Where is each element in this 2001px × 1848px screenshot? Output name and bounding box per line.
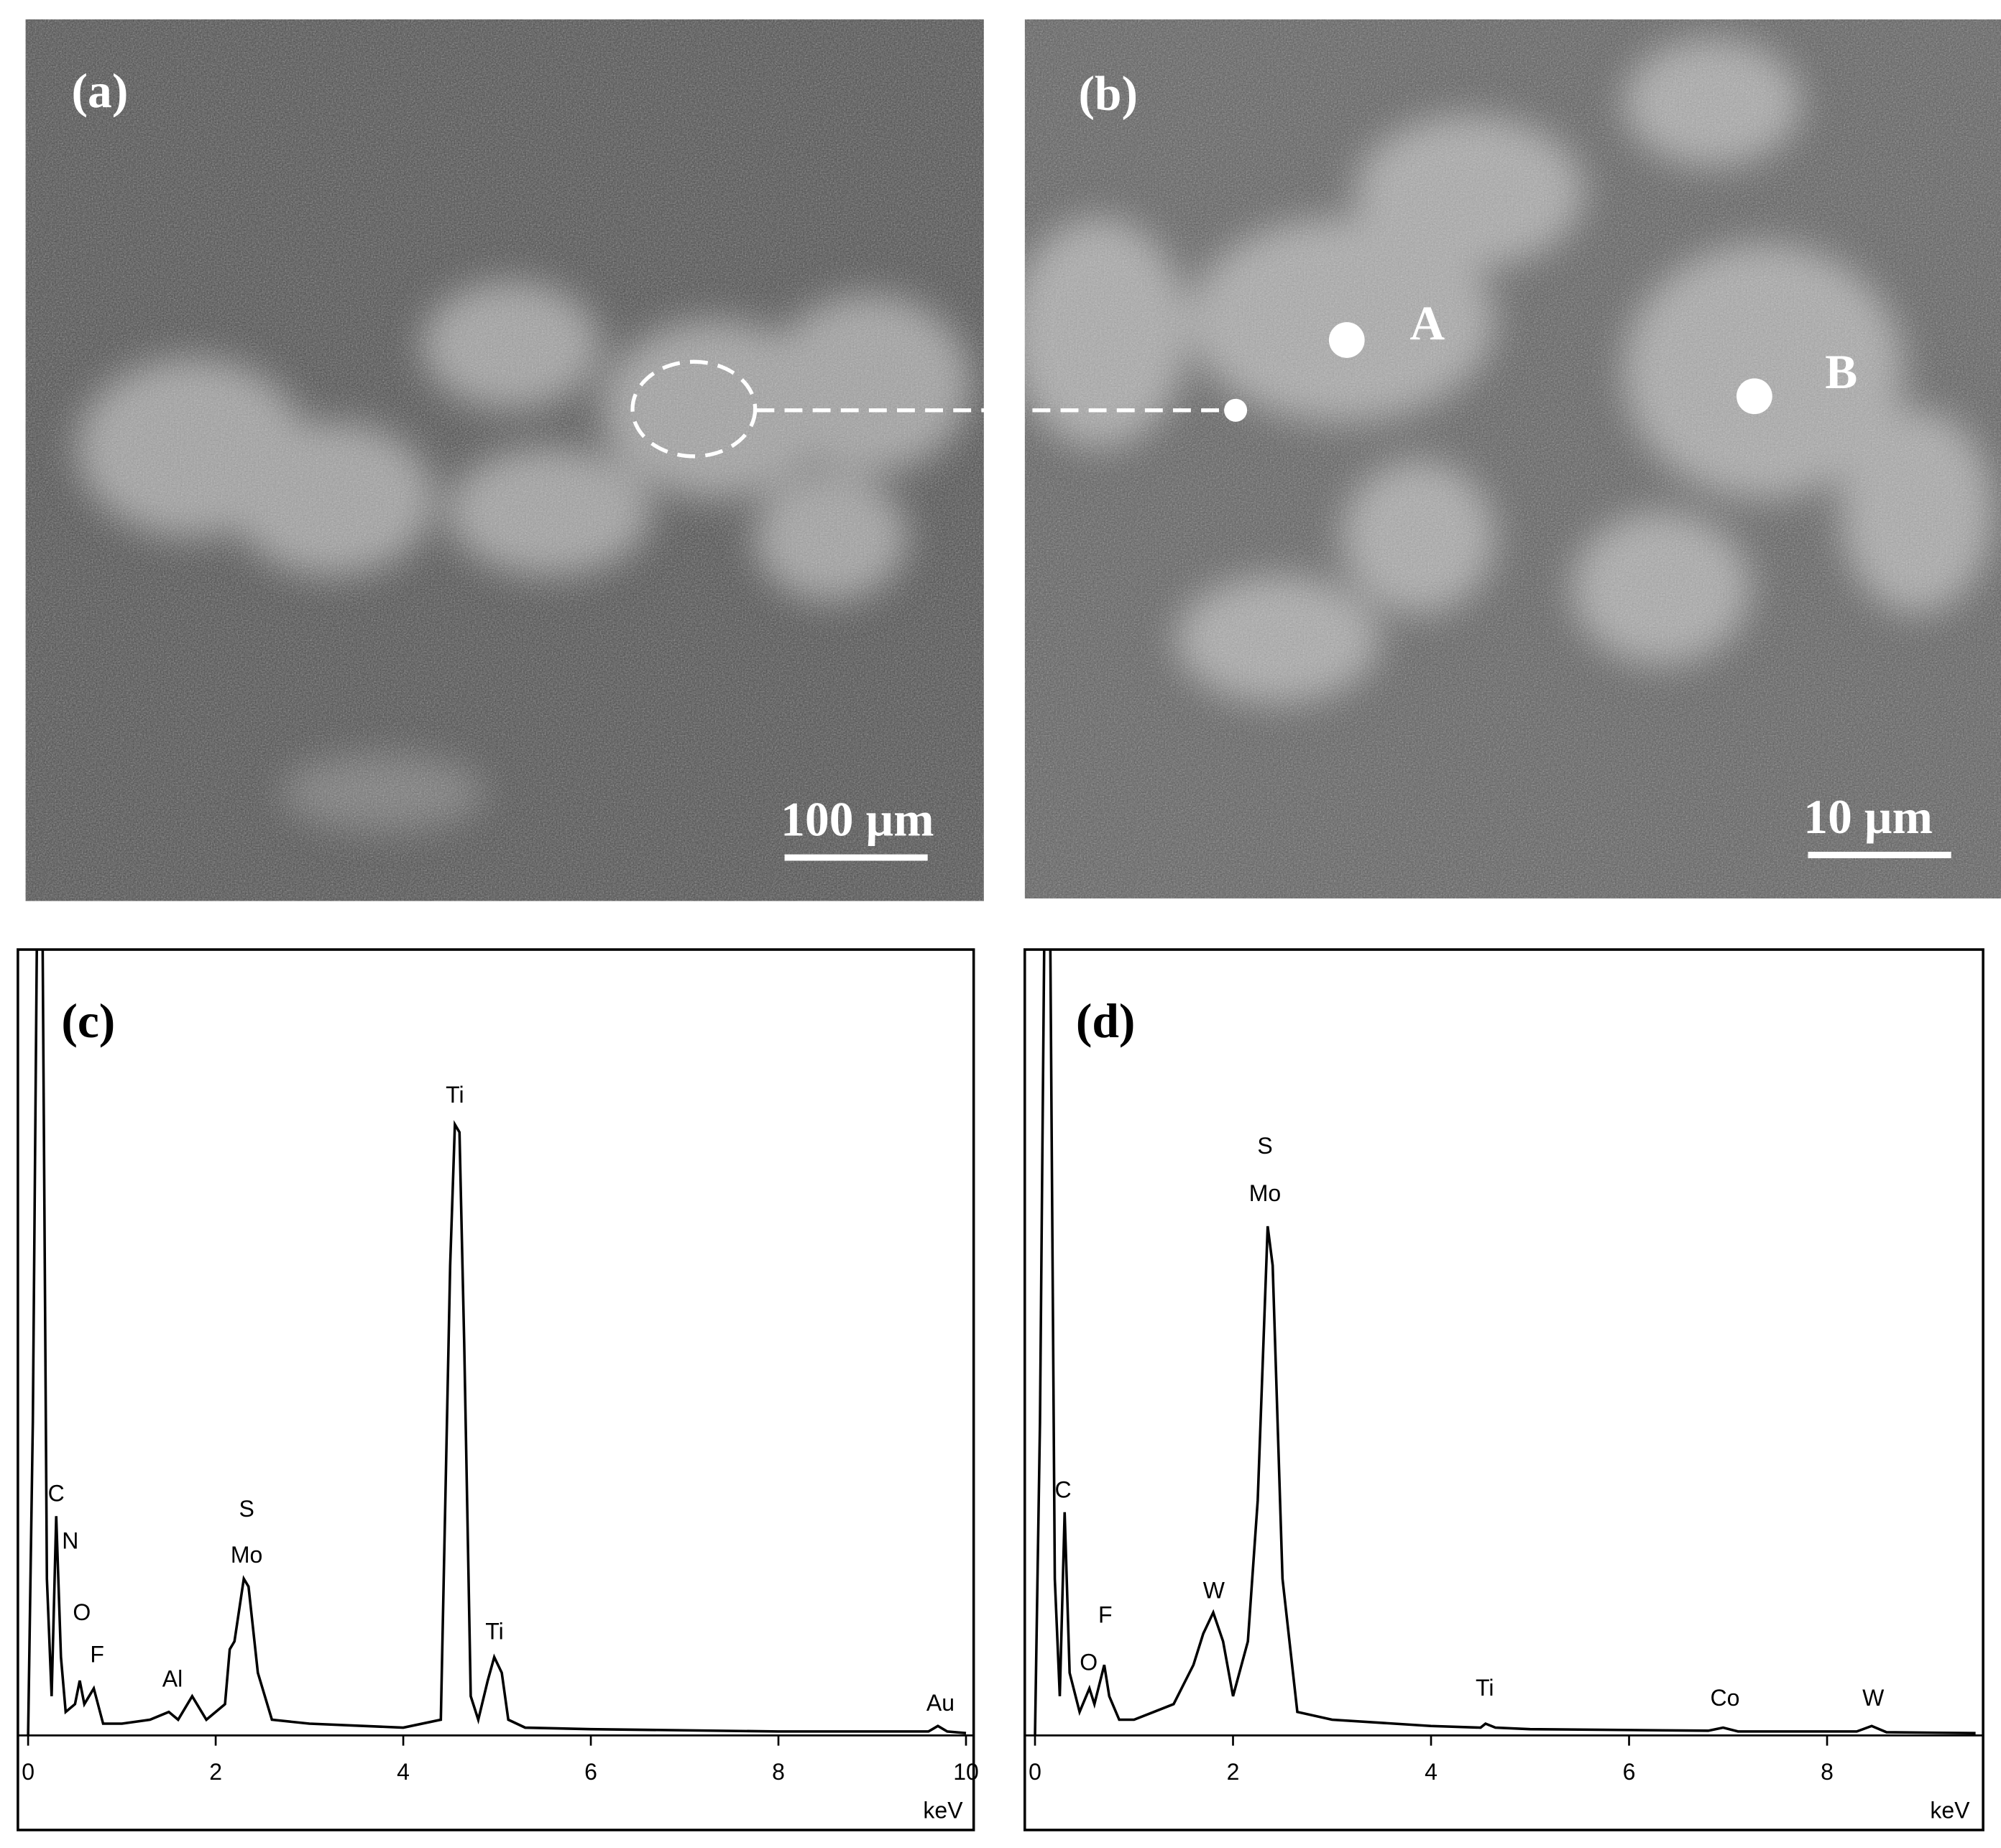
chart-title: (d) [1076,994,1136,1048]
peak-label: S [239,1496,254,1522]
spectrum-line [27,950,967,1736]
peak-label: W [1862,1685,1885,1711]
peak-label: N [62,1527,78,1553]
x-tick-label: 4 [1425,1759,1438,1785]
x-tick-label: 2 [1227,1759,1240,1785]
point-marker [1328,322,1365,358]
x-tick-label: 4 [397,1759,410,1785]
chart-title: (c) [61,994,115,1048]
x-tick-label: 10 [953,1759,979,1785]
x-tick-label: 8 [1821,1759,1834,1785]
panel-label: (a) [72,64,129,118]
peak-label: S [1257,1133,1272,1159]
peak-label: Mo [1249,1180,1281,1206]
spectrum-line [1034,950,1976,1736]
x-tick-label: 8 [772,1759,785,1785]
peak-label: Au [926,1690,954,1716]
x-axis-label: keV [923,1798,963,1824]
point-marker [1736,378,1772,415]
peak-label: Ti [446,1082,464,1108]
peak-label: Co [1711,1685,1740,1711]
dashed-circle [630,359,758,459]
panel-label: (b) [1078,67,1138,121]
plot-frame [1024,948,1984,1831]
peak-label: Ti [1476,1675,1494,1701]
peak-label: Al [162,1665,183,1691]
x-tick-label: 2 [209,1759,222,1785]
peak-label: F [1098,1602,1113,1628]
x-tick-label: 0 [22,1759,34,1785]
x-axis-label: keV [1930,1798,1970,1824]
peak-label: W [1203,1578,1225,1604]
point-label: A [1409,297,1445,351]
peak-label: Mo [231,1542,262,1568]
peak-label: C [48,1481,65,1507]
peak-label: Ti [485,1619,503,1645]
x-tick-label: 6 [1623,1759,1636,1785]
scale-bar-label: 10 µm [1803,790,1933,844]
sem-image-b [1024,19,2001,898]
point-marker [1224,398,1248,422]
peak-label: C [1055,1476,1072,1502]
plot-frame [17,948,975,1831]
peak-label: O [1080,1649,1098,1675]
point-label: B [1825,345,1857,399]
x-tick-label: 6 [584,1759,597,1785]
peak-label: O [73,1599,91,1625]
peak-label: F [90,1642,104,1668]
scale-bar-label: 100 µm [781,792,934,846]
sem-image-a [25,19,984,901]
x-tick-label: 0 [1029,1759,1041,1785]
